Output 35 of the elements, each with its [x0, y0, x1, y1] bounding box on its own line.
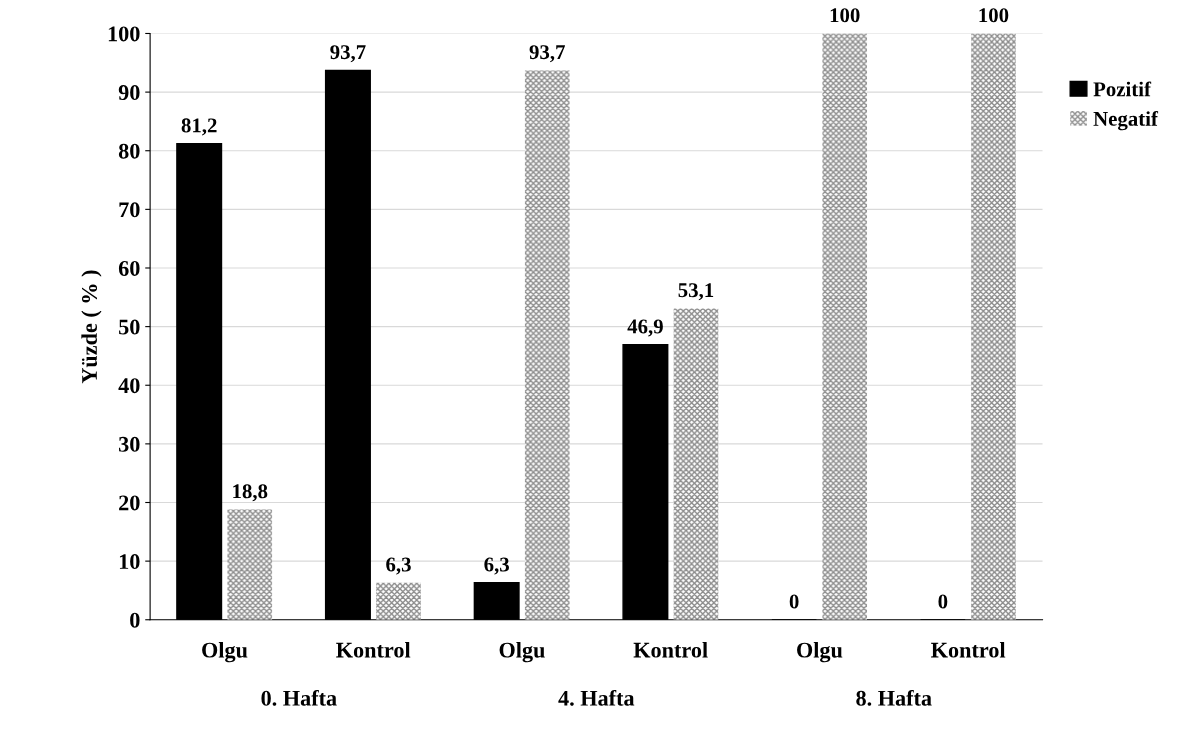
data-label: 6,3	[484, 557, 509, 575]
y-tick-label: 60	[118, 260, 140, 276]
y-tick-label: 10	[119, 554, 140, 570]
x-tick-label: Olgu	[202, 641, 248, 663]
data-label: 53,1	[678, 283, 714, 301]
y-tick-label: 40	[118, 378, 140, 394]
data-label: 93,7	[529, 45, 565, 63]
y-tick-label: 90	[118, 85, 140, 101]
data-label: 18,8	[233, 484, 268, 502]
y-tick-label: 50	[119, 319, 140, 335]
x-tick-label: Kontrol	[931, 641, 1006, 658]
data-label: 0	[789, 594, 799, 609]
x-tick-label: Olgu	[499, 641, 545, 663]
x-tick-label: Kontrol	[336, 641, 411, 658]
x-tick-label: Olgu	[797, 641, 843, 663]
y-tick-label: 0	[130, 612, 140, 628]
y-tick-label: 20	[119, 495, 140, 511]
data-label: 100	[979, 8, 1009, 23]
y-tick-label: 70	[119, 202, 140, 218]
data-label: 0	[938, 594, 948, 609]
text: 4. Hafta	[558, 689, 635, 706]
y-tick-label: 30	[119, 436, 140, 452]
data-label: 46,9	[627, 319, 663, 337]
data-label: 81,2	[181, 118, 217, 136]
data-label: 100	[830, 8, 860, 23]
data-label: 93,7	[330, 45, 366, 63]
text: 0. Hafta	[261, 689, 337, 706]
y-axis-title: Yüzde ( % )	[81, 270, 102, 384]
legend-label: Pozitif	[1093, 81, 1152, 97]
legend-label: Negatif	[1093, 110, 1159, 131]
y-tick-label: 100	[108, 26, 140, 42]
y-tick-label: 80	[118, 143, 140, 159]
text: 8. Hafta	[856, 689, 932, 706]
data-label: 6,3	[386, 557, 411, 575]
x-tick-label: Kontrol	[633, 641, 708, 658]
